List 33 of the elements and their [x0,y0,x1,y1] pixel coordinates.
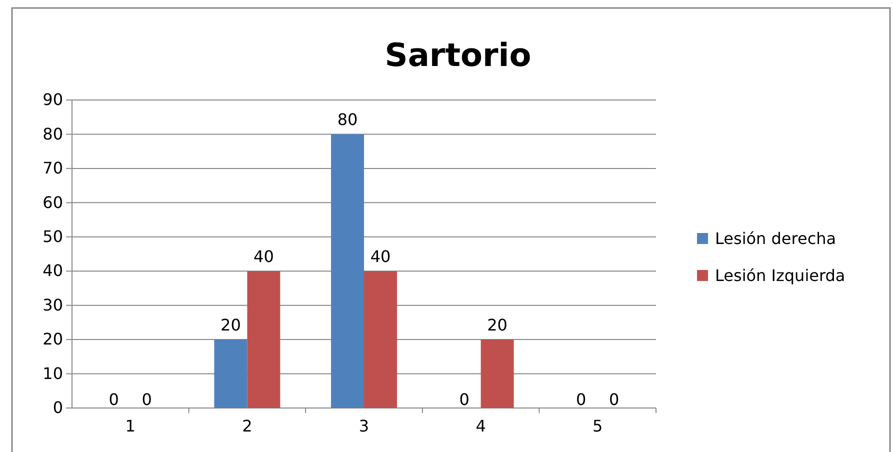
data-label: 80 [337,110,358,130]
bar [364,271,397,408]
x-tick-label: 2 [242,416,252,436]
bar [331,134,364,408]
y-tick-label: 40 [42,261,63,280]
y-tick-label: 50 [42,227,63,246]
data-label: 40 [254,247,274,266]
y-tick-label: 10 [42,364,63,383]
legend-label: Lesión Izquierda [715,266,846,285]
data-label: 20 [220,316,241,335]
data-label: 40 [370,247,391,266]
bar [480,340,514,408]
bar [214,340,248,408]
data-label: 0 [142,390,152,409]
y-tick-label: 80 [42,124,63,144]
data-label: 0 [609,390,620,409]
y-tick-label: 70 [42,158,63,178]
x-tick-label: 3 [358,416,370,436]
data-label: 20 [487,316,508,335]
chart-title: Sartorio [384,36,532,74]
legend-label: Lesión derecha [715,229,836,248]
y-tick-label: 60 [42,192,63,212]
x-tick-label: 5 [592,416,603,436]
y-tick-label: 20 [42,330,63,349]
data-label: 0 [108,390,119,409]
data-label: 0 [576,390,586,409]
y-tick-label: 0 [52,398,63,418]
y-tick-label: 30 [42,295,63,314]
bar [247,271,280,408]
x-tick-label: 1 [125,416,136,436]
data-label: 0 [459,390,470,409]
x-tick-label: 4 [476,416,486,436]
y-tick-label: 90 [42,90,63,110]
